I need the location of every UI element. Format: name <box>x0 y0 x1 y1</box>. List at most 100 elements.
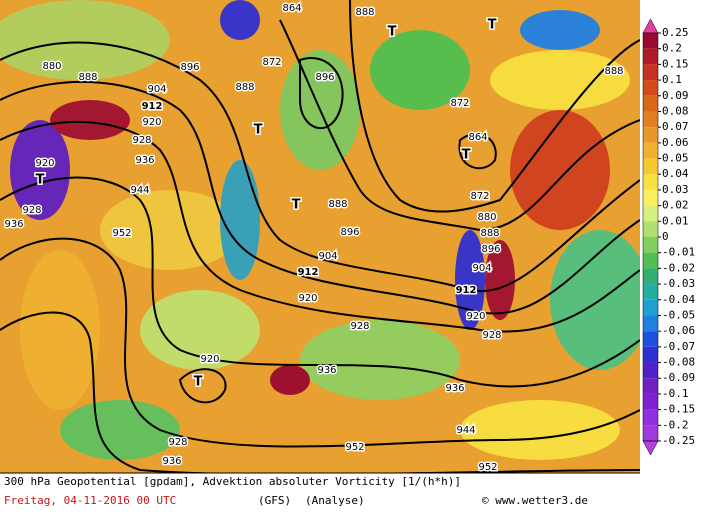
contour-label: 904 <box>472 263 491 274</box>
contour-label: 928 <box>168 437 187 448</box>
colorbar-swatch <box>643 284 658 300</box>
contour-label: 904 <box>147 84 166 95</box>
contour-label: 928 <box>22 205 41 216</box>
colorbar-swatch <box>643 48 658 65</box>
contour-label: 896 <box>340 227 359 238</box>
colorbar-label: 0.09 <box>662 89 689 102</box>
colorbar-swatch <box>643 80 658 96</box>
colorbar-swatch <box>643 221 658 237</box>
colorbar-label: -0.01 <box>662 246 695 259</box>
contour-label: 904 <box>318 251 337 262</box>
colorbar-label: 0.03 <box>662 183 689 196</box>
colorbar-swatch <box>643 425 658 441</box>
low-marker: T <box>36 173 45 188</box>
colorbar-label: -0.2 <box>662 418 689 431</box>
colorbar-swatch <box>643 378 658 394</box>
contour-label: 944 <box>456 425 475 436</box>
contour-label: 888 <box>328 199 347 210</box>
colorbar-end <box>642 18 659 34</box>
contour-label: 928 <box>132 135 151 146</box>
colorbar-label: 0.01 <box>662 214 689 227</box>
low-marker: T <box>194 375 203 390</box>
colorbar-label: -0.15 <box>662 403 695 416</box>
contour-label: 920 <box>142 117 161 128</box>
colorbar-label: -0.03 <box>662 277 695 290</box>
low-marker: T <box>292 198 301 213</box>
contour-label: 872 <box>262 57 281 68</box>
contour-label: 912 <box>456 285 477 296</box>
contour-label: 952 <box>478 462 497 473</box>
contour-label: 952 <box>345 442 364 453</box>
map-field <box>0 0 640 473</box>
colorbar-label: -0.09 <box>662 371 695 384</box>
colorbar-swatch <box>643 252 658 269</box>
colorbar-swatch <box>643 174 658 190</box>
contour-label: 872 <box>470 191 489 202</box>
contour-label: 920 <box>35 158 54 169</box>
low-marker: T <box>462 148 471 163</box>
colorbar-label: -0.06 <box>662 324 695 337</box>
contour-label: 896 <box>481 244 500 255</box>
colorbar-swatch <box>643 205 658 222</box>
colorbar-end <box>642 440 659 456</box>
colorbar-label: 0.06 <box>662 136 689 149</box>
colorbar-label: 0.07 <box>662 120 689 133</box>
low-marker: T <box>388 25 397 40</box>
low-marker: T <box>488 18 497 33</box>
colorbar-label: 0 <box>662 230 669 243</box>
description: 300 hPa Geopotential [gpdam], Advektion … <box>4 475 461 488</box>
contour-label: 888 <box>480 228 499 239</box>
colorbar-swatch <box>643 189 658 206</box>
colorbar-swatch <box>643 331 658 347</box>
colorbar-swatch <box>643 362 658 379</box>
colorbar-label: -0.25 <box>662 434 695 447</box>
colorbar-label: 0.2 <box>662 42 682 55</box>
source: © www.wetter3.de <box>482 494 588 507</box>
colorbar-label: 0.15 <box>662 57 689 70</box>
colorbar-label: -0.1 <box>662 387 689 400</box>
contour-label: 920 <box>200 354 219 365</box>
colorbar-label: 0.05 <box>662 152 689 165</box>
colorbar-swatch <box>643 237 658 253</box>
model: (GFS) <box>258 494 291 507</box>
contour-label: 912 <box>298 267 319 278</box>
colorbar-swatch <box>643 299 658 316</box>
colorbar-label: 0.08 <box>662 104 689 117</box>
colorbar-swatch <box>643 315 658 332</box>
colorbar-swatch <box>643 111 658 128</box>
contour-label: 864 <box>468 132 487 143</box>
colorbar-label: 0.1 <box>662 73 682 86</box>
contour-label: 888 <box>355 7 374 18</box>
contour-label: 928 <box>350 321 369 332</box>
contour-label: 888 <box>78 72 97 83</box>
contour-label: 952 <box>112 228 131 239</box>
colorbar-label: 0.04 <box>662 167 689 180</box>
contour-label: 920 <box>298 293 317 304</box>
colorbar-swatch <box>643 95 658 112</box>
contour-label: 896 <box>180 62 199 73</box>
contour-label: 936 <box>135 155 154 166</box>
colorbar-swatch <box>643 409 658 426</box>
contour-label: 912 <box>142 101 163 112</box>
contour-label: 936 <box>317 365 336 376</box>
colorbar-label: -0.04 <box>662 293 695 306</box>
colorbar-label: -0.08 <box>662 356 695 369</box>
contour-label: 896 <box>315 72 334 83</box>
colorbar-swatch <box>643 33 658 49</box>
colorbar-swatch <box>643 158 658 175</box>
colorbar-swatch <box>643 142 658 159</box>
contour-label: 888 <box>604 66 623 77</box>
contour-label: 888 <box>235 82 254 93</box>
contour-label: 936 <box>162 456 181 467</box>
contour-label: 880 <box>477 212 496 223</box>
contour-label: 936 <box>4 219 23 230</box>
contour-label: 880 <box>42 61 61 72</box>
colorbar-label: -0.05 <box>662 308 695 321</box>
date: Freitag, 04-11-2016 00 UTC <box>4 494 176 507</box>
colorbar-swatch <box>643 127 658 143</box>
colorbar-swatch <box>643 346 658 363</box>
run: (Analyse) <box>305 494 365 507</box>
contour-label: 928 <box>482 330 501 341</box>
colorbar-label: -0.02 <box>662 261 695 274</box>
